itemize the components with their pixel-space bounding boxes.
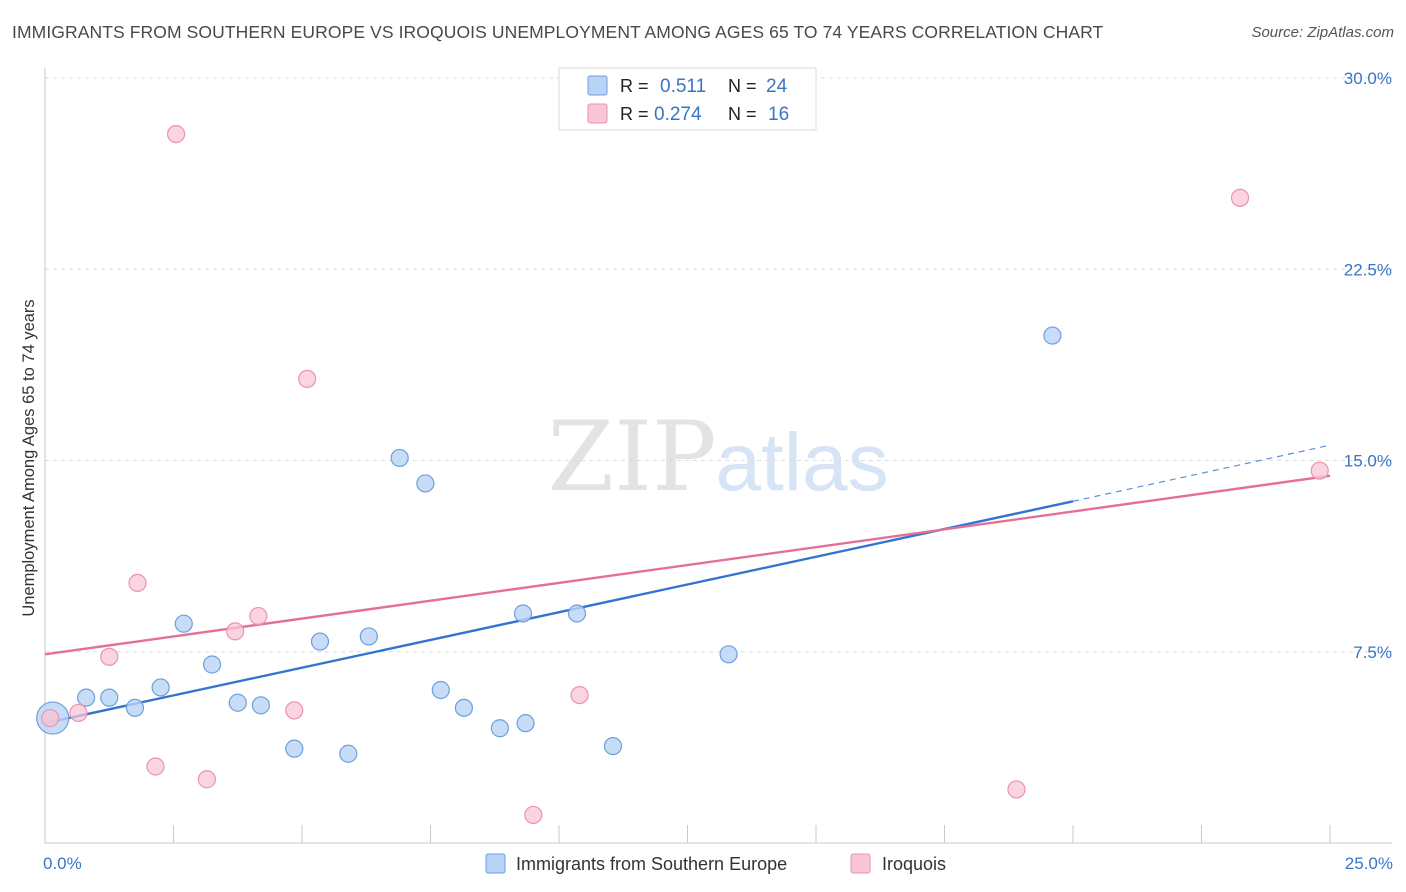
stats-legend: R = 0.511 N = 24 R = 0.274 N = 16 xyxy=(558,67,817,131)
y-tick-label: 15.0% xyxy=(1344,452,1392,471)
y-tick-label: 7.5% xyxy=(1353,643,1392,662)
point-iroquois xyxy=(197,770,217,789)
point-iroquois xyxy=(298,369,317,388)
legend-swatch-pink xyxy=(587,103,608,124)
point-iroquois xyxy=(166,125,186,144)
point-immigrants-southern-europe xyxy=(431,680,450,700)
point-immigrants-southern-europe xyxy=(416,474,435,493)
y-axis-label: Unemployment Among Ages 65 to 74 years xyxy=(20,299,38,616)
point-immigrants-southern-europe xyxy=(228,693,247,712)
point-immigrants-southern-europe xyxy=(603,736,623,756)
point-iroquois xyxy=(1310,461,1329,480)
point-immigrants-southern-europe xyxy=(125,698,145,717)
point-iroquois xyxy=(1230,188,1250,207)
legend-n-value-1: 24 xyxy=(766,76,788,97)
point-iroquois xyxy=(1007,780,1026,799)
point-immigrants-southern-europe xyxy=(77,688,96,707)
point-immigrants-southern-europe xyxy=(567,604,587,623)
point-immigrants-southern-europe xyxy=(151,678,170,697)
series-legend: Immigrants from Southern Europe Iroquois xyxy=(485,853,946,874)
series-legend-label-blue: Immigrants from Southern Europe xyxy=(516,854,787,874)
data-points xyxy=(36,125,1329,825)
point-immigrants-southern-europe xyxy=(100,688,119,707)
point-immigrants-southern-europe xyxy=(359,627,378,646)
point-iroquois xyxy=(41,708,60,728)
point-immigrants-southern-europe xyxy=(202,655,222,674)
point-iroquois xyxy=(249,606,268,626)
series-legend-label-pink: Iroquois xyxy=(882,854,946,874)
x-tick-label: 0.0% xyxy=(43,854,82,873)
legend-r-label-2: R = xyxy=(620,104,649,124)
point-immigrants-southern-europe xyxy=(719,645,738,664)
point-iroquois xyxy=(128,573,147,593)
point-immigrants-southern-europe xyxy=(1043,326,1062,345)
point-immigrants-southern-europe xyxy=(310,632,330,651)
point-iroquois xyxy=(285,701,304,720)
tick-labels: 7.5% 15.0% 22.5% 30.0% 0.0% 25.0% xyxy=(43,69,1393,873)
point-immigrants-southern-europe xyxy=(251,696,270,715)
point-iroquois xyxy=(524,805,543,825)
point-iroquois xyxy=(570,685,589,705)
x-tick-label: 25.0% xyxy=(1345,854,1393,873)
trend-line-blue xyxy=(44,500,1074,725)
point-iroquois xyxy=(100,647,119,666)
point-immigrants-southern-europe xyxy=(454,698,474,717)
y-tick-label: 30.0% xyxy=(1344,69,1392,88)
point-immigrants-southern-europe xyxy=(513,604,533,623)
legend-r-value-1: 0.511 xyxy=(660,76,706,97)
y-tick-label: 22.5% xyxy=(1344,260,1392,279)
legend-n-label-1: N = xyxy=(728,76,757,96)
point-immigrants-southern-europe xyxy=(490,719,509,738)
point-immigrants-southern-europe xyxy=(339,744,358,763)
point-immigrants-southern-europe xyxy=(285,739,304,758)
series-legend-swatch-blue xyxy=(485,853,506,874)
legend-n-label-2: N = xyxy=(728,104,757,124)
point-immigrants-southern-europe xyxy=(516,714,535,733)
legend-swatch-blue xyxy=(587,75,608,96)
point-iroquois xyxy=(226,622,245,641)
legend-n-value-2: 16 xyxy=(768,104,789,125)
watermark-atlas: atlas xyxy=(715,417,888,508)
legend-r-value-2: 0.274 xyxy=(654,104,702,125)
point-iroquois xyxy=(146,757,165,776)
chart-title: IMMIGRANTS FROM SOUTHERN EUROPE VS IROQU… xyxy=(12,22,1104,42)
watermark-zip: ZIP xyxy=(547,401,716,513)
point-immigrants-southern-europe xyxy=(174,614,193,633)
source-label: Source: ZipAtlas.com xyxy=(1251,24,1394,41)
point-iroquois xyxy=(69,703,88,723)
series-legend-swatch-pink xyxy=(850,853,871,874)
legend-r-label-1: R = xyxy=(620,76,649,96)
point-immigrants-southern-europe xyxy=(390,448,409,468)
gridlines xyxy=(45,77,1392,653)
